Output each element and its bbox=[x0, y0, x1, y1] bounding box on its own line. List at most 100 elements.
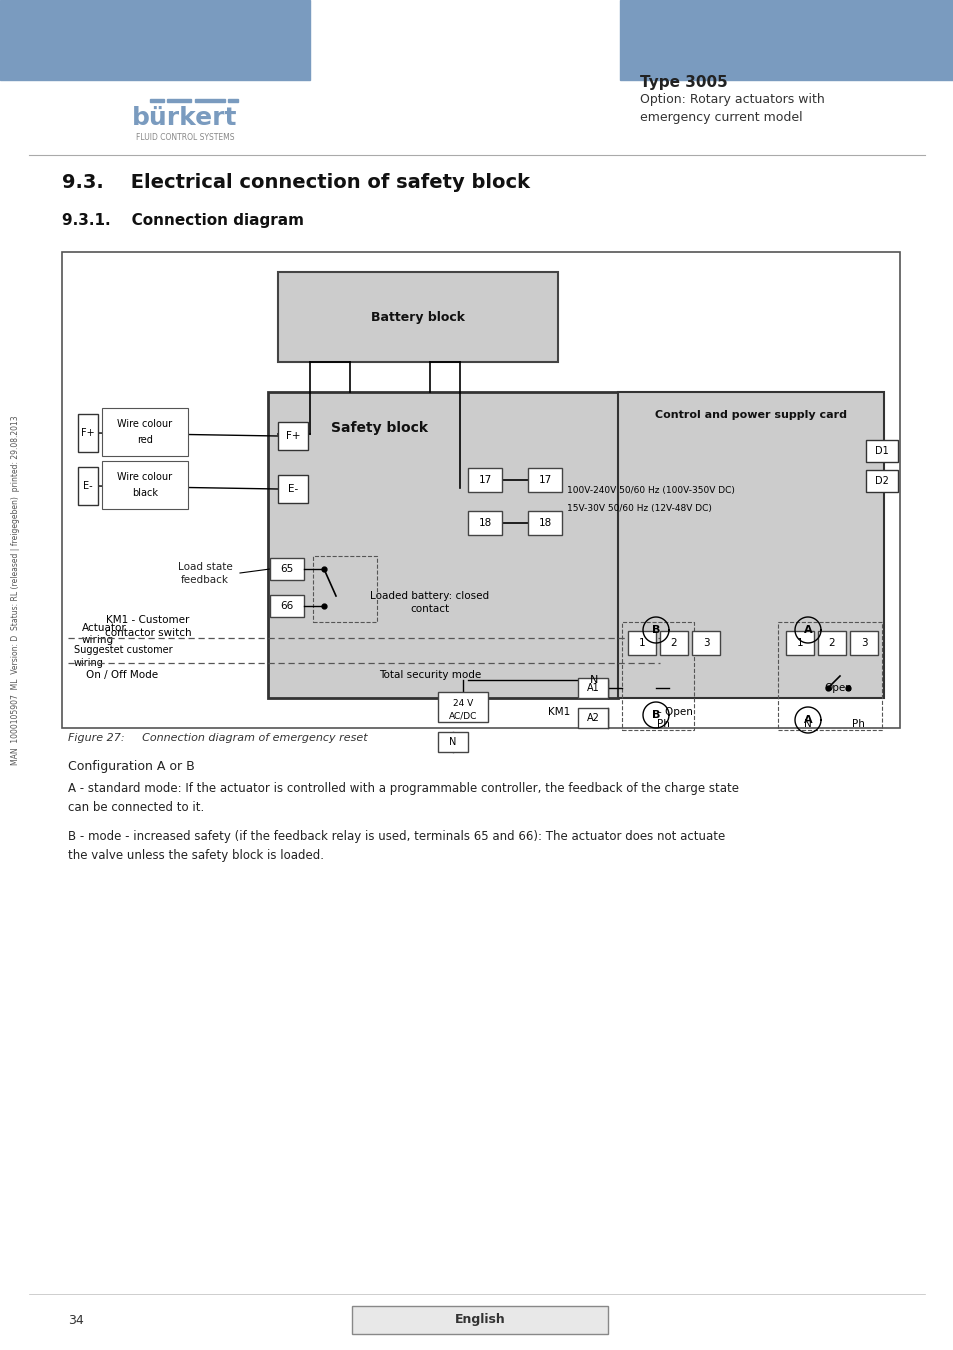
Bar bbox=[102, 408, 188, 456]
Text: 18: 18 bbox=[477, 518, 491, 528]
Text: Battery block: Battery block bbox=[371, 310, 464, 324]
Text: A - standard mode: If the actuator is controlled with a programmable controller,: A - standard mode: If the actuator is co… bbox=[68, 782, 739, 814]
Bar bbox=[150, 99, 164, 103]
Text: bürkert: bürkert bbox=[132, 107, 237, 130]
Text: Figure 27:     Connection diagram of emergency reset: Figure 27: Connection diagram of emergen… bbox=[68, 733, 367, 743]
Bar bbox=[468, 512, 501, 535]
Bar bbox=[270, 558, 304, 580]
Bar bbox=[270, 595, 304, 617]
Bar bbox=[437, 693, 488, 722]
Text: A2: A2 bbox=[586, 713, 598, 724]
Text: wiring: wiring bbox=[74, 657, 104, 668]
Text: MAN  1000105907  ML  Version: D  Status: RL (released | freigegeben)  printed: 2: MAN 1000105907 ML Version: D Status: RL … bbox=[11, 416, 20, 765]
Text: Load state: Load state bbox=[177, 562, 233, 572]
Bar bbox=[468, 468, 501, 491]
Text: Loaded battery: closed: Loaded battery: closed bbox=[370, 591, 489, 601]
Bar bbox=[621, 622, 693, 730]
Text: On / Off Mode: On / Off Mode bbox=[86, 670, 158, 680]
Text: wiring: wiring bbox=[82, 634, 114, 645]
Text: - Open: - Open bbox=[658, 707, 692, 717]
Text: 9.3.    Electrical connection of safety block: 9.3. Electrical connection of safety blo… bbox=[62, 173, 530, 192]
Text: Suggestet customer: Suggestet customer bbox=[74, 645, 172, 655]
Bar bbox=[228, 99, 237, 103]
Bar bbox=[778, 622, 882, 730]
Text: Total security mode: Total security mode bbox=[378, 670, 480, 680]
Text: F+: F+ bbox=[286, 431, 300, 441]
Bar bbox=[619, 0, 953, 80]
Text: 3: 3 bbox=[860, 639, 866, 648]
Bar bbox=[849, 630, 877, 655]
Bar bbox=[352, 1305, 607, 1334]
Bar bbox=[78, 414, 98, 452]
Text: A: A bbox=[802, 625, 811, 634]
Bar bbox=[194, 99, 225, 103]
Text: B: B bbox=[651, 710, 659, 720]
Text: D1: D1 bbox=[874, 446, 888, 456]
Text: 24 V: 24 V bbox=[453, 699, 473, 709]
Bar bbox=[527, 468, 561, 491]
Bar bbox=[817, 630, 845, 655]
Text: Wire colour: Wire colour bbox=[117, 472, 172, 482]
Text: black: black bbox=[132, 487, 158, 498]
Bar bbox=[527, 512, 561, 535]
Text: 66: 66 bbox=[280, 601, 294, 612]
Text: E-: E- bbox=[83, 481, 92, 491]
Text: FLUID CONTROL SYSTEMS: FLUID CONTROL SYSTEMS bbox=[135, 134, 234, 143]
Text: D2: D2 bbox=[874, 477, 888, 486]
Text: Wire colour: Wire colour bbox=[117, 418, 172, 429]
Text: feedback: feedback bbox=[181, 575, 229, 585]
Text: AC/DC: AC/DC bbox=[448, 711, 476, 721]
Text: A: A bbox=[802, 716, 811, 725]
Text: 34: 34 bbox=[68, 1314, 84, 1327]
Bar bbox=[167, 99, 191, 103]
Text: red: red bbox=[137, 435, 152, 446]
Text: contactor switch: contactor switch bbox=[105, 628, 192, 639]
Bar bbox=[627, 630, 656, 655]
Text: 17: 17 bbox=[537, 475, 551, 485]
Text: KM1: KM1 bbox=[547, 707, 570, 717]
Text: B: B bbox=[651, 625, 659, 634]
Bar bbox=[437, 732, 468, 752]
Bar bbox=[277, 271, 558, 362]
Bar bbox=[691, 630, 720, 655]
Bar bbox=[277, 423, 308, 450]
Text: N: N bbox=[449, 737, 456, 747]
Bar bbox=[0, 0, 310, 80]
Text: F+: F+ bbox=[81, 428, 94, 437]
Bar bbox=[785, 630, 813, 655]
Bar bbox=[578, 707, 607, 728]
Text: 2: 2 bbox=[670, 639, 677, 648]
Text: 65: 65 bbox=[280, 564, 294, 574]
Text: N: N bbox=[589, 675, 598, 684]
Text: Configuration A or B: Configuration A or B bbox=[68, 760, 194, 774]
Text: 3: 3 bbox=[702, 639, 709, 648]
Text: N: N bbox=[803, 720, 811, 729]
Text: 18: 18 bbox=[537, 518, 551, 528]
Text: Open: Open bbox=[823, 683, 851, 693]
Text: Ph: Ph bbox=[851, 720, 863, 729]
Bar bbox=[865, 470, 897, 491]
Bar bbox=[78, 467, 98, 505]
Bar bbox=[659, 630, 687, 655]
Text: B - mode - increased safety (if the feedback relay is used, terminals 65 and 66): B - mode - increased safety (if the feed… bbox=[68, 830, 724, 863]
Text: Type 3005: Type 3005 bbox=[639, 76, 727, 90]
Bar bbox=[277, 475, 308, 504]
Text: 9.3.1.    Connection diagram: 9.3.1. Connection diagram bbox=[62, 212, 304, 228]
Bar bbox=[268, 392, 618, 698]
Text: 17: 17 bbox=[477, 475, 491, 485]
Bar bbox=[102, 460, 188, 509]
Text: English: English bbox=[455, 1314, 505, 1327]
Bar bbox=[865, 440, 897, 462]
Text: Safety block: Safety block bbox=[331, 421, 428, 435]
Text: 100V-240V 50/60 Hz (100V-350V DC): 100V-240V 50/60 Hz (100V-350V DC) bbox=[566, 486, 734, 494]
Text: 15V-30V 50/60 Hz (12V-48V DC): 15V-30V 50/60 Hz (12V-48V DC) bbox=[566, 504, 711, 513]
Text: Option: Rotary actuators with
emergency current model: Option: Rotary actuators with emergency … bbox=[639, 93, 824, 123]
Text: 2: 2 bbox=[828, 639, 835, 648]
Text: E-: E- bbox=[288, 485, 297, 494]
Bar bbox=[578, 678, 607, 698]
Text: Ph: Ph bbox=[656, 720, 669, 729]
Text: A1: A1 bbox=[586, 683, 598, 693]
Bar bbox=[313, 556, 376, 622]
Bar bbox=[618, 392, 883, 698]
Text: Control and power supply card: Control and power supply card bbox=[655, 410, 846, 420]
